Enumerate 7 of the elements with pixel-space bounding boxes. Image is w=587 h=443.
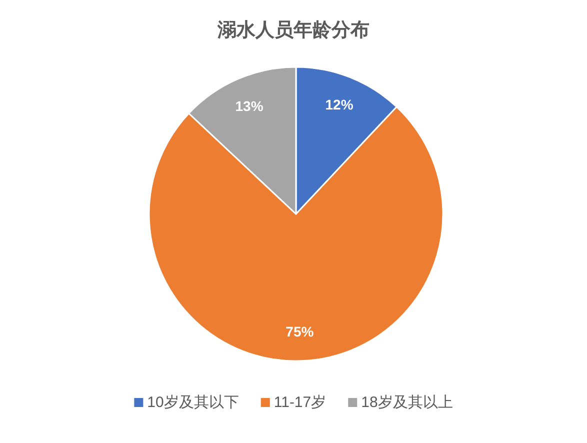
data-label: 12% xyxy=(325,96,354,113)
data-label: 75% xyxy=(286,324,314,340)
chart-title: 溺水人员年龄分布 xyxy=(216,19,370,41)
legend-label: 18岁及其以上 xyxy=(361,394,453,411)
data-label: 13% xyxy=(235,98,264,114)
legend-label: 10岁及其以下 xyxy=(147,394,239,411)
legend-label: 11-17岁 xyxy=(274,394,326,411)
